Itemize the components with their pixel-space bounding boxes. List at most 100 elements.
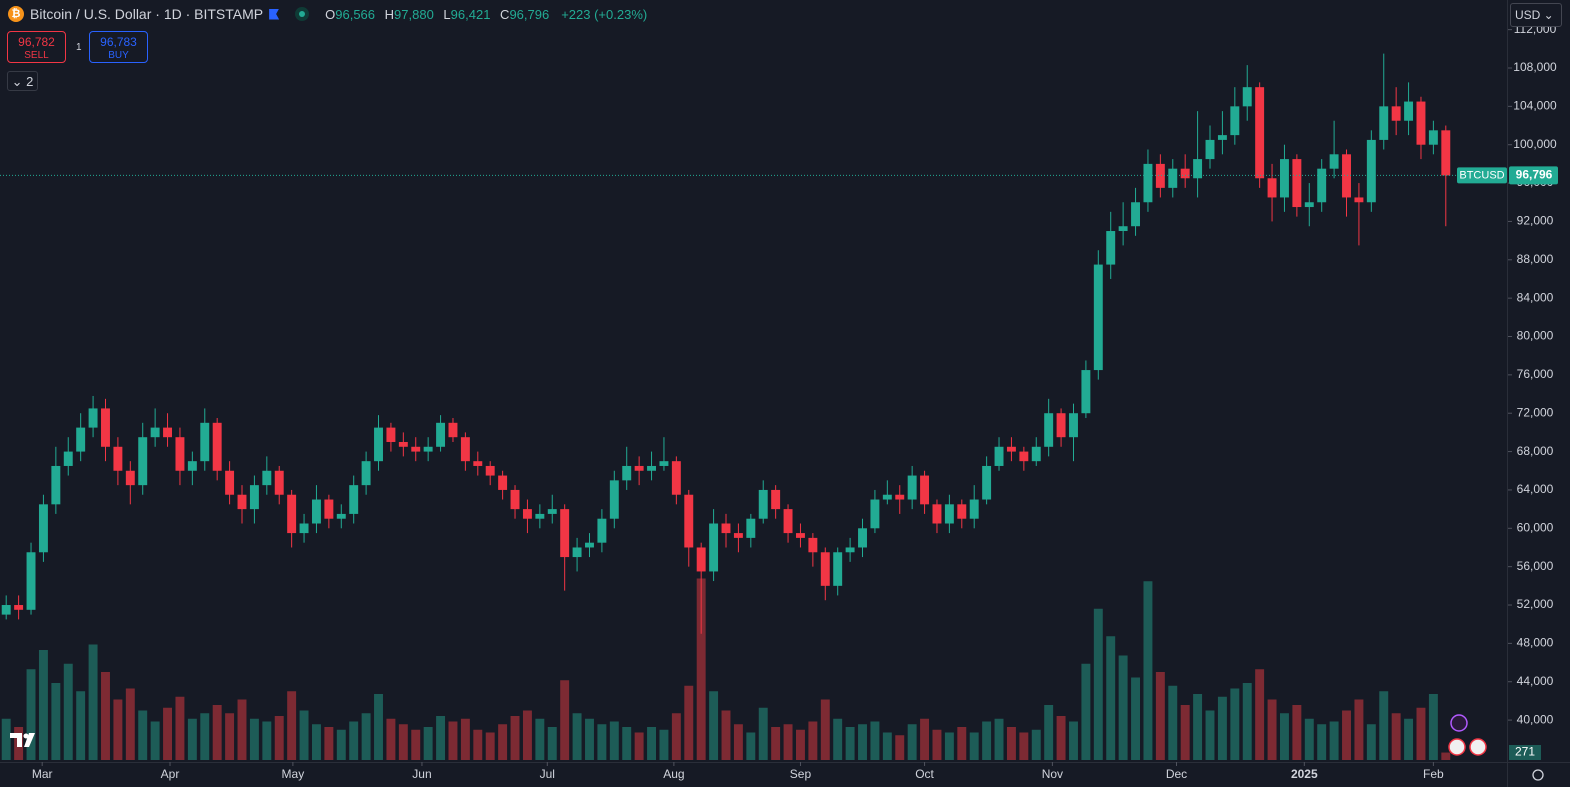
ohlc-value: 96,796: [509, 6, 550, 22]
volume-bar: [634, 732, 644, 760]
volume-layer: [1, 578, 1451, 760]
volume-bar: [522, 710, 532, 760]
volume-bar: [38, 650, 48, 760]
candle-body: [1006, 446, 1016, 452]
currency-select[interactable]: USD ⌄: [1510, 3, 1562, 27]
candle-body: [423, 446, 433, 452]
candle-body: [783, 509, 793, 534]
volume-bar: [1044, 705, 1054, 760]
candle-body: [870, 499, 880, 529]
candle-body: [833, 552, 843, 586]
indicators-count: 2: [26, 74, 34, 89]
candle-body: [1292, 159, 1302, 208]
y-tick-label: 76,000: [1517, 367, 1554, 381]
volume-bar: [746, 732, 756, 760]
currency: USD: [1515, 8, 1541, 22]
volume-bar: [423, 727, 433, 760]
y-tick-label: 84,000: [1517, 290, 1554, 304]
volume-bar: [1267, 699, 1277, 760]
y-tick-label: 64,000: [1517, 482, 1554, 496]
flag-icon[interactable]: [269, 8, 280, 20]
candle-body: [1391, 106, 1401, 121]
volume-bar: [833, 718, 843, 760]
volume-bar: [758, 707, 768, 760]
volume-bar: [1031, 729, 1041, 760]
candle-body: [1019, 451, 1029, 462]
symbol-label: BTCUSD: [1459, 169, 1504, 181]
candle-body: [324, 499, 334, 519]
volume-bar: [125, 688, 135, 760]
candle-body: [572, 547, 582, 558]
volume-bar: [163, 707, 173, 760]
settings-icon[interactable]: [1532, 769, 1544, 781]
indicators-toggle[interactable]: ⌄ 2: [7, 71, 38, 91]
volume-bar: [721, 710, 731, 760]
candle-body: [709, 523, 719, 572]
volume-bar: [1093, 608, 1103, 760]
candle-body: [1193, 159, 1203, 179]
volume-bar: [597, 724, 607, 760]
volume-bar: [349, 721, 359, 760]
candle-body: [374, 427, 383, 462]
volume-bar: [51, 683, 61, 760]
event-icons[interactable]: [1448, 714, 1487, 756]
volume-bar: [1168, 685, 1178, 760]
volume-bar: [1217, 696, 1227, 760]
symbol-title[interactable]: Bitcoin / U.S. Dollar · 1D · BITSTAMP: [30, 6, 264, 22]
volume-bar: [1019, 732, 1029, 760]
volume-bar: [994, 718, 1004, 760]
volume-bar: [982, 721, 992, 760]
buy-button[interactable]: 96,783 BUY: [89, 31, 148, 63]
candle-body: [1342, 154, 1351, 198]
volume-bar: [411, 729, 421, 760]
volume-bar: [88, 644, 98, 760]
candle-body: [299, 523, 309, 534]
candle-body: [609, 480, 619, 519]
volume-bar: [498, 724, 508, 760]
candle-body: [473, 461, 483, 466]
candle-body: [1317, 168, 1327, 203]
candle-body: [1143, 163, 1153, 203]
symbol-header: ₿ Bitcoin / U.S. Dollar · 1D · BITSTAMP …: [8, 6, 647, 22]
y-tick-label: 108,000: [1513, 60, 1557, 74]
candle-body: [808, 537, 818, 553]
volume-bar: [1242, 683, 1252, 760]
candle-body: [336, 513, 346, 519]
volume-bar: [473, 729, 483, 760]
candle-body: [113, 446, 123, 471]
candle-body: [101, 408, 110, 447]
ohlc: O96,566 H97,880 L96,421 C96,796: [325, 7, 555, 22]
volume-bar: [1155, 672, 1165, 760]
volume-bar: [547, 727, 557, 760]
volume-bar: [374, 694, 383, 760]
candle-body: [1329, 154, 1339, 169]
volume-bar: [187, 718, 197, 760]
volume-bar: [1354, 699, 1364, 760]
candle-body: [920, 475, 930, 505]
candle-body: [51, 465, 61, 505]
volume-bar: [1317, 724, 1327, 760]
candle-body: [349, 485, 359, 514]
candle-body: [671, 461, 681, 495]
candle-body: [895, 494, 905, 500]
candle-body: [1155, 163, 1165, 188]
volume-bar: [808, 721, 818, 760]
candle-body: [659, 461, 669, 466]
candle-body: [38, 504, 48, 553]
volume-bar: [249, 718, 259, 760]
market-status: [295, 7, 310, 21]
candle-body: [150, 427, 160, 438]
last-price-tag: [1509, 166, 1558, 185]
volume-bar: [783, 724, 793, 760]
sell-button[interactable]: 96,782 SELL: [7, 31, 66, 63]
x-tick-label: Dec: [1166, 767, 1187, 781]
price-change: +223 (+0.23%): [561, 6, 648, 22]
x-tick-label: May: [282, 767, 305, 781]
volume-bar: [361, 713, 371, 760]
spread: 1: [76, 42, 82, 53]
ohlc-key: L: [443, 6, 451, 22]
candle-body: [125, 470, 135, 486]
candle-body: [287, 494, 297, 534]
volume-bar: [1230, 688, 1240, 760]
